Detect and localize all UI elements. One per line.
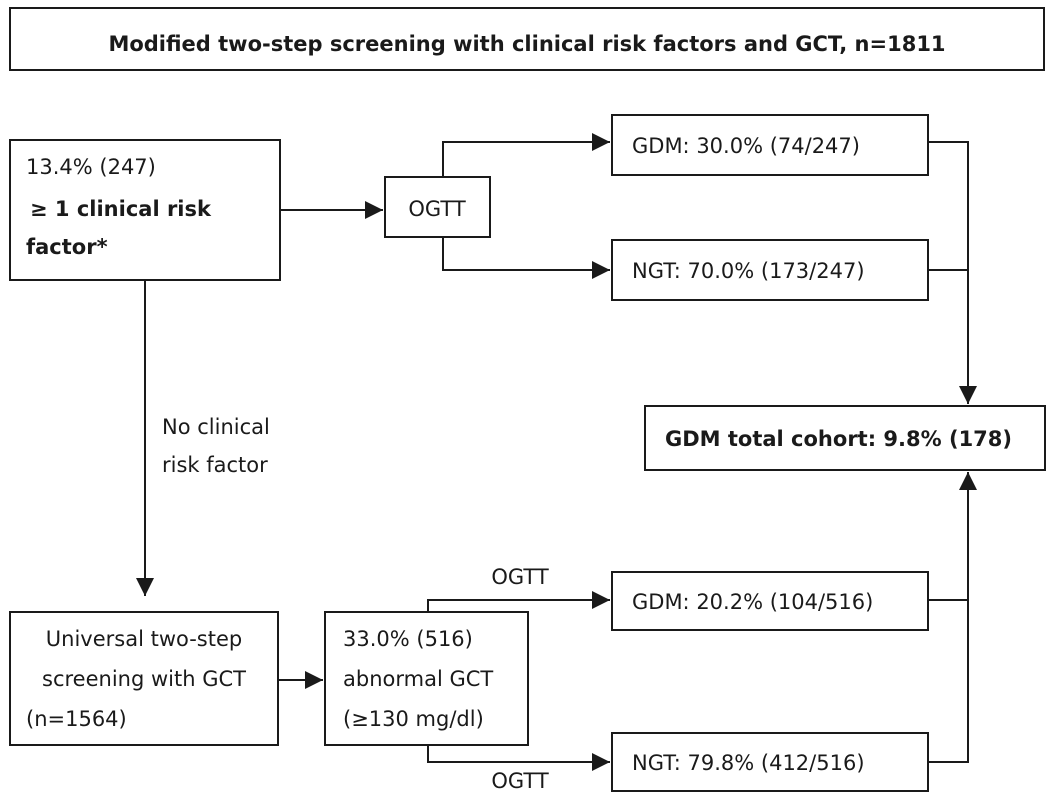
title-box xyxy=(9,7,1045,71)
arrow xyxy=(427,745,610,771)
ngt-gct-box xyxy=(611,732,929,792)
ngt-risk-box xyxy=(611,239,929,301)
arrow xyxy=(928,141,977,404)
gdm-risk-box xyxy=(611,114,929,176)
arrow xyxy=(442,133,610,177)
ngt-gct-label: NGT: 79.8% (412/516) xyxy=(632,751,865,775)
universal-label: screening with GCT xyxy=(42,667,246,691)
abnormal-label: 33.0% (516) xyxy=(343,627,473,651)
gdm-gct-label: GDM: 20.2% (104/516) xyxy=(632,590,873,614)
ngt-risk-label: NGT: 70.0% (173/247) xyxy=(632,259,865,283)
connectors xyxy=(136,133,977,771)
risk-label: factor* xyxy=(26,235,108,259)
risk-label: ≥ 1 clinical risk xyxy=(30,197,212,221)
total-box xyxy=(644,405,1046,471)
gdm-risk-label: GDM: 30.0% (74/247) xyxy=(632,134,860,158)
title: Modified two-step screening with clinica… xyxy=(108,32,945,56)
ogtt-edge-label: OGTT xyxy=(491,565,549,589)
arrow xyxy=(427,591,610,612)
risk-percent: 13.4% (247) xyxy=(26,155,156,179)
ogtt-label: OGTT xyxy=(408,197,466,221)
arrow xyxy=(928,472,977,763)
total-label: GDM total cohort: 9.8% (178) xyxy=(665,427,1012,451)
universal-label: Universal two-step xyxy=(46,627,242,651)
arrow xyxy=(442,237,610,279)
ogtt-box xyxy=(384,176,491,238)
abnormal-label: (≥130 mg/dl) xyxy=(343,707,484,731)
gdm-gct-box xyxy=(611,571,929,631)
abnormal-label: abnormal GCT xyxy=(343,667,493,691)
risk-box xyxy=(9,139,281,281)
ogtt-edge-label: OGTT xyxy=(491,769,549,793)
universal-box xyxy=(9,611,279,746)
no-risk-label: risk factor xyxy=(162,453,268,477)
no-risk-label: No clinical xyxy=(162,415,270,439)
abnormal-box xyxy=(324,611,529,746)
universal-label: (n=1564) xyxy=(26,707,127,731)
